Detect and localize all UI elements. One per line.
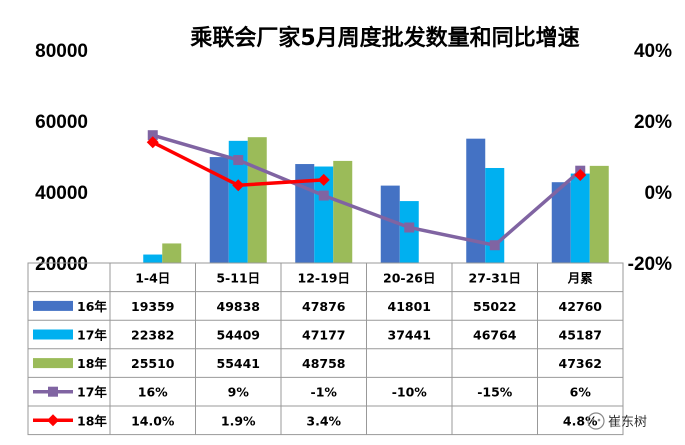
bar <box>589 165 609 263</box>
bar <box>551 182 571 263</box>
table-cell: 49838 <box>217 299 261 314</box>
watermark-text: 崔东树 <box>608 414 647 430</box>
watermark: 崔东树 <box>587 412 647 430</box>
y-left-tick: 80000 <box>35 41 88 62</box>
table-cell: 22382 <box>131 328 175 343</box>
table-cell: 16% <box>138 385 168 400</box>
legend-label: 18年 <box>77 413 107 428</box>
line-series <box>146 130 587 251</box>
legend-label: 17年 <box>77 328 107 343</box>
line-marker <box>317 173 330 186</box>
wechat-icon-eye <box>597 418 601 422</box>
table-cell: 1.9% <box>221 413 256 428</box>
table-cell: 41801 <box>388 299 432 314</box>
y-left-tick: 60000 <box>35 112 88 133</box>
legend-key <box>33 329 73 340</box>
table-cell: 47362 <box>559 356 603 371</box>
table-cell: 37441 <box>388 328 432 343</box>
line-marker <box>147 130 158 141</box>
table-cell: -15% <box>477 385 513 400</box>
bar <box>570 173 590 263</box>
y-left-tick: 40000 <box>35 183 88 204</box>
y-left-tick: 20000 <box>35 254 88 275</box>
chart-title: 乘联会厂家5月周度批发数量和同比增速 <box>189 25 579 51</box>
table-cell: 47876 <box>302 299 346 314</box>
table-cell: 47177 <box>302 328 346 343</box>
bar <box>380 185 400 263</box>
line-marker <box>146 136 159 149</box>
table-cell: 19359 <box>131 299 175 314</box>
line-marker <box>318 190 329 201</box>
table-cell: 42760 <box>559 299 603 314</box>
legend-key <box>33 358 73 369</box>
legend-marker <box>48 386 58 397</box>
category-label: 1-4日 <box>135 270 170 285</box>
left-axis-ticks: 80000 60000 40000 20000 <box>35 41 88 275</box>
category-label: 20-26日 <box>383 270 435 285</box>
table-cell: 55022 <box>473 299 517 314</box>
table-cell: 45187 <box>559 328 603 343</box>
bar <box>295 164 315 263</box>
table-cell: 14.0% <box>131 413 175 428</box>
wechat-icon <box>587 412 605 430</box>
wechat-icon-eye <box>591 418 595 422</box>
y-right-tick: 0% <box>645 183 673 204</box>
bar <box>209 157 229 263</box>
y-right-tick: -20% <box>628 254 672 275</box>
legend-label: 16年 <box>77 299 107 314</box>
category-label: 12-19日 <box>298 270 350 285</box>
table-cell: 55441 <box>217 356 261 371</box>
legend-label: 17年 <box>77 385 107 400</box>
bar <box>333 160 353 263</box>
bar-series <box>143 137 609 263</box>
table-cell: 48758 <box>302 356 346 371</box>
category-label: 27-31日 <box>469 270 521 285</box>
table-cell: 46764 <box>473 328 517 343</box>
y-right-tick: 20% <box>634 112 672 133</box>
data-table: 1-4日 5-11日 12-19日 20-26日 27-31日 月累 16年 19359 498… <box>27 262 624 436</box>
category-label: 5-11日 <box>216 270 260 285</box>
line-marker <box>489 240 500 251</box>
table-cell: -10% <box>392 385 428 400</box>
table-cell: 3.4% <box>306 413 341 428</box>
line-marker <box>404 222 415 233</box>
bar <box>228 140 248 263</box>
bar <box>143 254 163 263</box>
table-cell: 25510 <box>131 356 175 371</box>
y-right-tick: 40% <box>634 41 672 62</box>
legend-key <box>33 300 73 311</box>
legend-marker <box>47 414 59 427</box>
right-axis-ticks: 40% 20% 0% -20% <box>628 41 672 275</box>
table-cell: 9% <box>228 385 250 400</box>
line-marker <box>233 155 244 166</box>
bar <box>162 243 182 263</box>
table-cell: 54409 <box>217 328 261 343</box>
line-marker <box>232 179 245 192</box>
line-marker <box>574 168 587 181</box>
category-label: 月累 <box>567 270 594 285</box>
table-cell: -1% <box>311 385 338 400</box>
bar <box>466 138 486 263</box>
legend-label: 18年 <box>77 356 107 371</box>
table-cell: 6% <box>570 385 592 400</box>
series-line <box>152 133 582 248</box>
bar <box>247 137 267 263</box>
